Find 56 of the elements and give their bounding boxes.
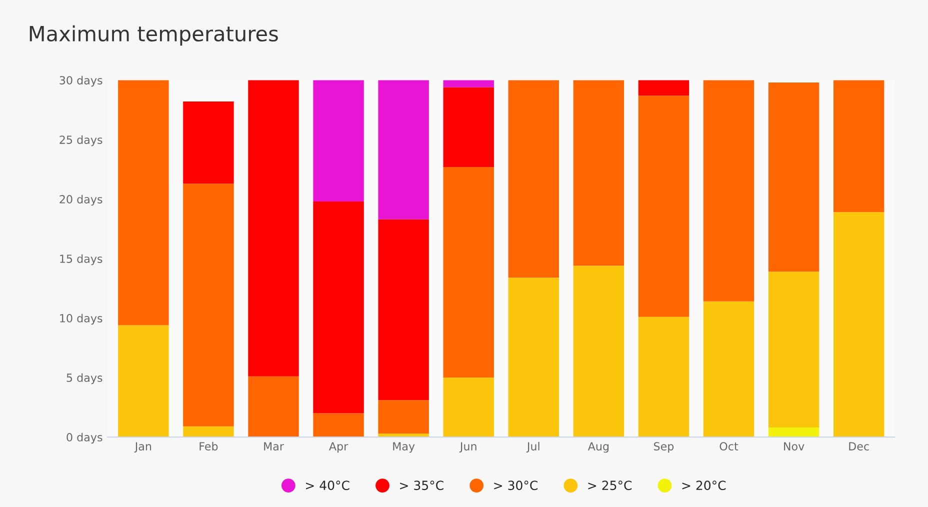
bar — [638, 316, 690, 438]
bar — [378, 219, 429, 400]
y-tick-label: 0 days — [66, 432, 102, 444]
legend-label: > 30°C — [494, 480, 538, 490]
bar — [768, 82, 820, 272]
x-tick-label: Jun — [459, 442, 476, 453]
x-tick-label: Jul — [526, 442, 540, 453]
bar — [313, 80, 364, 202]
y-tick-label: 15 days — [60, 254, 102, 266]
bar — [638, 96, 690, 317]
bar — [183, 102, 234, 184]
bar — [378, 400, 429, 434]
x-tick-label: Aug — [588, 442, 609, 453]
bar — [248, 376, 299, 438]
bar — [638, 80, 690, 96]
bar — [768, 272, 820, 428]
bar — [443, 378, 494, 438]
x-tick-label: Mar — [264, 442, 284, 450]
bar — [768, 428, 820, 438]
bar — [443, 87, 494, 167]
legend-label: > 40°C — [306, 480, 350, 490]
bar — [443, 166, 494, 378]
legend-label: > 35°C — [400, 480, 444, 490]
bar — [248, 80, 299, 376]
legend-label: > 20°C — [682, 480, 726, 490]
x-tick-label: Dec — [849, 442, 869, 450]
x-tick-label: Sep — [654, 442, 674, 453]
y-tick-label: 20 days — [60, 194, 102, 206]
x-tick-label: May — [393, 442, 415, 453]
bar — [573, 266, 624, 438]
bar — [508, 80, 560, 278]
bar — [378, 80, 429, 220]
y-tick-label: 5 days — [66, 373, 102, 384]
bar — [833, 212, 884, 438]
legend-label: > 25°C — [588, 480, 632, 490]
bar — [573, 80, 624, 266]
bar — [183, 426, 234, 438]
bar — [703, 80, 754, 302]
bar — [443, 80, 494, 88]
x-tick-label: Apr — [329, 442, 348, 453]
x-tick-label: Nov — [784, 442, 804, 450]
bar — [118, 80, 169, 326]
bar — [118, 325, 169, 438]
y-tick-label: 25 days — [60, 135, 102, 146]
bar — [313, 201, 364, 414]
x-tick-label: Feb — [200, 442, 218, 450]
x-tick-label: Jan — [134, 442, 152, 453]
bar — [508, 278, 560, 438]
y-tick-label: 10 days — [60, 314, 102, 325]
bar — [313, 413, 364, 438]
bar — [833, 80, 884, 212]
bar — [183, 184, 234, 426]
chart-title: Maximum temperatures — [30, 25, 278, 46]
y-tick-label: 30 days — [60, 76, 102, 87]
bar — [703, 301, 754, 438]
x-tick-label: Oct — [720, 442, 738, 450]
